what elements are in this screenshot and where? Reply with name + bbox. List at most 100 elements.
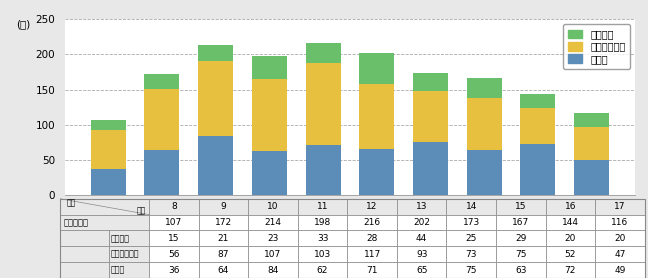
Bar [149,199,198,215]
Bar [446,246,496,262]
Bar [149,230,198,246]
Bar [198,61,233,136]
Text: 年次: 年次 [137,206,146,215]
Bar [198,246,248,262]
Text: 47: 47 [614,250,626,259]
Text: 216: 216 [364,218,380,227]
Text: 63: 63 [515,265,527,275]
Bar [60,230,109,246]
Bar [252,79,287,151]
Text: 87: 87 [218,250,229,259]
Bar [595,199,645,215]
Bar [91,130,126,169]
Bar [347,246,397,262]
Text: 56: 56 [168,250,179,259]
Bar [198,230,248,246]
Bar [360,53,394,84]
Bar [467,78,502,98]
Text: 93: 93 [416,250,428,259]
Bar [595,230,645,246]
Bar [149,215,198,230]
Bar [574,127,609,160]
Text: 11: 11 [317,202,329,211]
Text: 117: 117 [364,250,381,259]
Bar [496,262,546,278]
Bar [595,215,645,230]
Text: 25: 25 [465,234,477,243]
Text: 64: 64 [218,265,229,275]
Text: 23: 23 [267,234,279,243]
Bar [297,230,347,246]
Bar [347,230,397,246]
Bar [306,145,340,195]
Text: 8: 8 [171,202,177,211]
Bar [248,262,298,278]
Text: 75: 75 [515,250,527,259]
Text: 73: 73 [465,250,477,259]
Bar [198,262,248,278]
Bar [297,199,347,215]
Text: 12: 12 [366,202,378,211]
Bar [306,63,340,145]
Text: 合計（件）: 合計（件） [64,218,89,227]
Bar [413,91,448,142]
Bar [520,144,555,195]
Bar [397,199,446,215]
Text: 17: 17 [614,202,626,211]
Bar [496,215,546,230]
Bar [198,45,233,61]
Bar [248,230,298,246]
Bar [546,262,595,278]
Bar [546,199,595,215]
Text: 20: 20 [614,234,626,243]
Bar [297,246,347,262]
Text: 107: 107 [165,218,183,227]
Bar [91,120,126,130]
Text: 202: 202 [413,218,430,227]
Bar [297,262,347,278]
Bar [397,246,446,262]
Bar [595,246,645,262]
Text: 14: 14 [465,202,477,211]
Text: 13: 13 [416,202,428,211]
Text: 84: 84 [267,265,279,275]
Bar [467,150,502,195]
Bar [446,215,496,230]
Bar [574,113,609,127]
Bar [252,56,287,79]
Bar [198,215,248,230]
Bar [347,199,397,215]
Text: 107: 107 [264,250,282,259]
Text: (件): (件) [16,19,30,29]
Bar [546,215,595,230]
Text: 28: 28 [366,234,378,243]
Text: その他: その他 [111,265,125,275]
Bar [347,262,397,278]
Text: 173: 173 [463,218,480,227]
Bar [446,230,496,246]
Bar [496,246,546,262]
Bar [109,230,149,246]
Text: 15: 15 [515,202,527,211]
Bar [198,199,248,215]
Bar [60,199,149,215]
Text: 区分: 区分 [67,198,76,207]
Text: 債権回収過程: 債権回収過程 [111,250,139,259]
Text: 71: 71 [366,265,378,275]
Bar [546,246,595,262]
Bar [297,215,347,230]
Text: 29: 29 [515,234,527,243]
Bar [60,246,109,262]
Bar [252,151,287,195]
Text: 融資過程: 融資過程 [111,234,130,243]
Bar [360,84,394,149]
Bar [198,136,233,195]
Text: 144: 144 [562,218,579,227]
Bar [413,73,448,91]
Bar [413,142,448,195]
Bar [248,246,298,262]
Text: 21: 21 [218,234,229,243]
Bar [91,169,126,195]
Text: 116: 116 [611,218,629,227]
Text: 20: 20 [564,234,576,243]
